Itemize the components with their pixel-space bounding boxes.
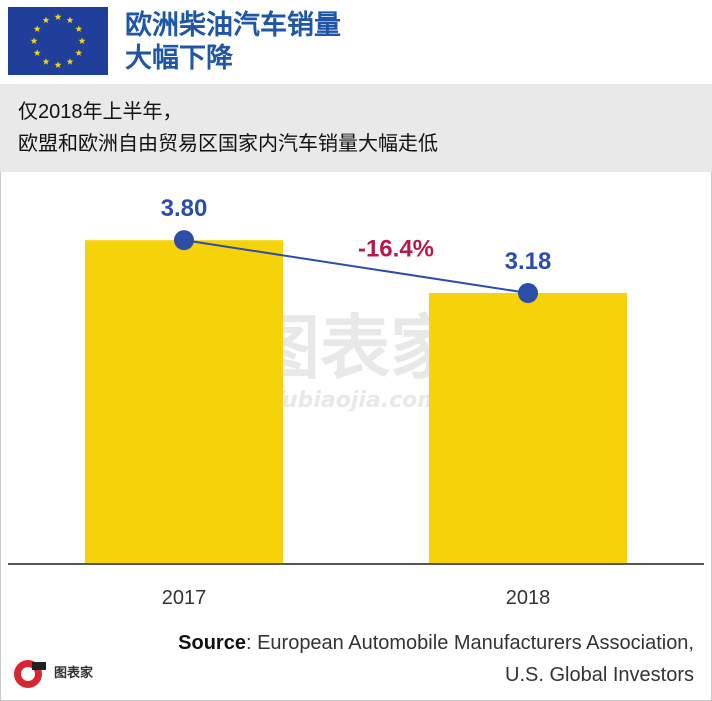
header: 欧洲柴油汽车销量 大幅下降 <box>0 0 712 84</box>
source-line-1: Source: European Automobile Manufacturer… <box>178 632 694 655</box>
flag-star-icon <box>30 37 38 44</box>
flag-star-icon <box>54 61 62 68</box>
source-label: Source <box>178 632 246 654</box>
chart-title: 欧洲柴油汽车销量 大幅下降 <box>125 9 341 75</box>
flag-star-icon <box>42 58 50 65</box>
watermark-main: 图表家 <box>250 307 460 389</box>
x-tick-label-2018: 2018 <box>506 587 551 609</box>
bar-2018 <box>429 293 627 564</box>
flag-star-icon <box>54 13 62 20</box>
flag-star-icon <box>78 37 86 44</box>
x-tick-label-2017: 2017 <box>162 587 207 609</box>
subtitle-line-1: 仅2018年上半年， <box>18 101 183 123</box>
flag-star-icon <box>33 49 41 56</box>
flag-star-icon <box>33 25 41 32</box>
title-line-2: 大幅下降 <box>125 43 233 73</box>
eu-flag-icon <box>8 7 108 75</box>
point-2018 <box>518 283 538 304</box>
flag-star-icon <box>66 58 74 65</box>
tubiaojia-logo: 图表家 <box>10 656 120 692</box>
source-text-1: : European Automobile Manufacturers Asso… <box>245 632 694 654</box>
point-2017 <box>174 230 194 251</box>
flag-star-icon <box>75 49 83 56</box>
flag-star-icon <box>42 16 50 24</box>
data-label-2017: 3.80 <box>161 195 208 222</box>
watermark-sub: Tubiaojia.com <box>270 388 440 413</box>
source-line-2: U.S. Global Investors <box>505 664 694 686</box>
watermark: 图表家 Tubiaojia.com <box>250 307 460 413</box>
change-label: -16.4% <box>358 236 434 263</box>
flag-star-icon <box>75 25 83 32</box>
title-line-1: 欧洲柴油汽车销量 <box>125 10 341 40</box>
subtitle-line-2: 欧盟和欧洲自由贸易区国家内汽车销量大幅走低 <box>18 133 438 155</box>
bar-2017 <box>85 240 283 564</box>
data-label-2018: 3.18 <box>505 248 552 275</box>
tubiaojia-logo-icon <box>14 660 46 688</box>
flag-star-icon <box>66 16 74 24</box>
subtitle-band <box>0 84 712 172</box>
logo-text: 图表家 <box>54 665 94 680</box>
bar-chart: 图表家 Tubiaojia.com 2017 2018 3.80 3.18 -16.4% <box>8 195 704 609</box>
trend-line <box>183 239 529 294</box>
